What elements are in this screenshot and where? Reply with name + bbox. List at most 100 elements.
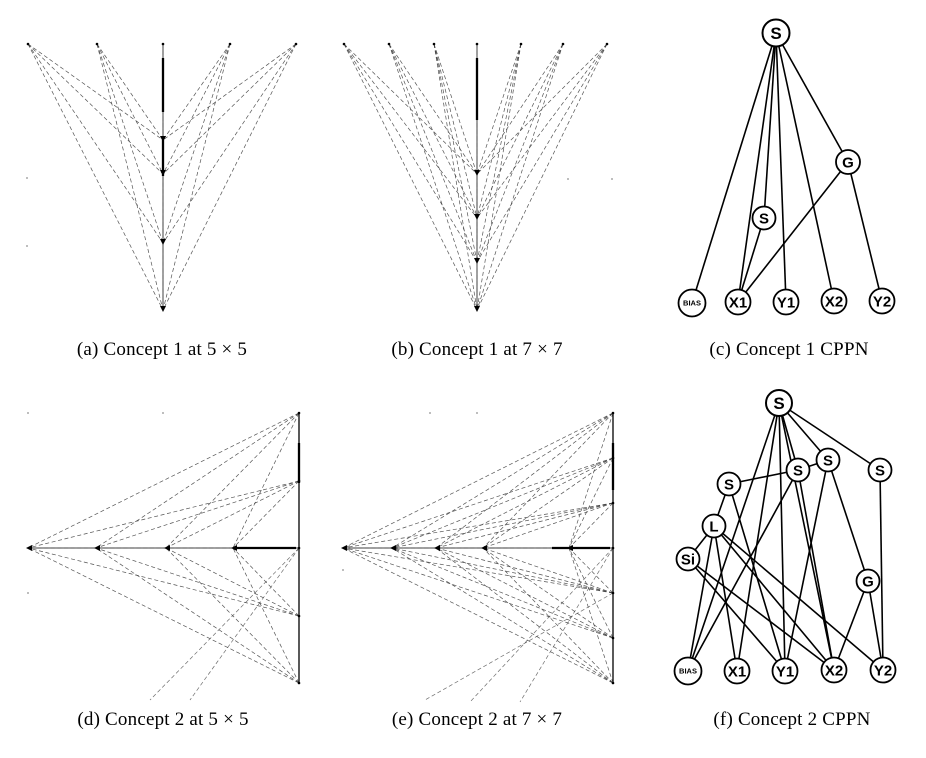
fan-line (95, 412, 300, 549)
cppn-node-f-X1: X1 (723, 657, 751, 685)
node-circle (701, 513, 727, 539)
caption-f: (f) Concept 2 CPPN (713, 709, 871, 730)
cppn-node-f-Sd: S (716, 471, 742, 497)
cppn-edge-Si-X2 (687, 558, 835, 671)
fan-line (165, 412, 300, 549)
fan-line (435, 457, 614, 549)
fan-line (568, 457, 614, 549)
fan-line (476, 43, 522, 175)
node-label: Y2 (873, 293, 891, 310)
fan-line (568, 502, 614, 549)
node-circle (675, 546, 701, 572)
cppn-c: S G S BIAS X1 Y1 X2 Y2 (677, 18, 896, 318)
fan-line (162, 43, 231, 141)
fan-line (232, 412, 300, 549)
cppn-edge-Si-Y1 (687, 558, 786, 672)
cppn-edge-G-Y2 (867, 580, 884, 671)
cppn-node-f-Sb: S (867, 457, 893, 483)
cppn-edge-Sc-X2 (797, 469, 835, 671)
overshoot-line (424, 592, 614, 701)
source-dot (342, 42, 346, 46)
fan-line (343, 43, 478, 263)
fan-line (343, 43, 478, 219)
cppn-edge-Sc-BIAS (687, 469, 799, 672)
fan-line (343, 43, 478, 311)
fan-line (96, 43, 164, 141)
sink-arrow (160, 136, 166, 142)
sink-arrow (160, 170, 166, 176)
cppn-node-c-G: G (835, 149, 861, 175)
source-dot (297, 614, 301, 618)
source-dot (297, 546, 301, 550)
pattern-b (342, 42, 613, 312)
node-label: S (759, 210, 769, 227)
fan-line (568, 547, 614, 639)
source-dot (611, 591, 615, 595)
cppn-node-f-Sa: S (815, 447, 841, 473)
cppn-edge-S-BIAS (687, 402, 780, 672)
fan-line (435, 412, 614, 549)
node-circle (724, 288, 752, 316)
faint-dot (162, 412, 164, 414)
sink-arrow (481, 545, 487, 551)
fan-line (476, 43, 608, 219)
cppn-edge-L-BIAS (687, 525, 715, 672)
sink-arrow (341, 545, 347, 551)
fan-line (95, 547, 300, 684)
node-circle (820, 287, 848, 315)
cppn-node-c-X2: X2 (820, 287, 848, 315)
sink-arrow (94, 545, 100, 551)
fan-line (27, 547, 300, 617)
cppn-edge-S-X2 (778, 402, 835, 671)
cppn-edge-S-Sb (778, 402, 881, 471)
cppn-node-f-BIAS: BIAS (673, 656, 703, 686)
caption-c: (c) Concept 1 CPPN (709, 339, 869, 360)
fan-line (27, 412, 300, 549)
cppn-node-f-S: S (765, 389, 793, 417)
node-label: S (875, 462, 885, 479)
source-dot (475, 42, 479, 46)
fan-line (162, 43, 297, 141)
cppn-edge-S-X1 (737, 32, 777, 303)
source-dot (297, 411, 301, 415)
cppn-edge-S-S2 (763, 32, 777, 219)
fan-line (476, 43, 608, 175)
fan-line (165, 480, 300, 549)
cppn-node-f-L: L (701, 513, 727, 539)
fan-line (165, 547, 300, 617)
fan-line (476, 43, 522, 219)
fan-line (476, 43, 522, 311)
cppn-edge-S-G (775, 32, 849, 163)
fan-line (342, 547, 614, 639)
faint-dot (429, 412, 431, 414)
node-circle (820, 656, 848, 684)
sink-arrow (160, 306, 166, 312)
fan-line (342, 457, 614, 549)
source-dot (26, 42, 30, 46)
sink-arrow (567, 545, 573, 551)
cppn-node-c-BIAS: BIAS (677, 288, 707, 318)
node-label: BIAS (683, 299, 701, 308)
node-label: S (773, 394, 784, 413)
source-dot (611, 501, 615, 505)
fan-line (433, 43, 478, 311)
fan-line (162, 43, 231, 311)
fan-line (391, 412, 614, 549)
fan-line (162, 43, 297, 175)
node-label: G (842, 154, 854, 171)
overshoot-line (189, 547, 300, 701)
fan-line (476, 43, 608, 263)
node-circle (869, 656, 897, 684)
source-dot (611, 636, 615, 640)
cppn-node-c-Y2: Y2 (868, 287, 896, 315)
fan-line (435, 502, 614, 549)
fan-line (476, 43, 564, 219)
node-label: BIAS (679, 667, 697, 676)
cppn-node-f-Y2: Y2 (869, 656, 897, 684)
node-label: Si (681, 551, 695, 568)
cppn-f: S S S S S L Si G BIAS X1 Y1 X2 Y2 (673, 389, 897, 686)
fan-line (435, 547, 614, 684)
source-dot (297, 479, 301, 483)
fan-line (27, 43, 164, 244)
